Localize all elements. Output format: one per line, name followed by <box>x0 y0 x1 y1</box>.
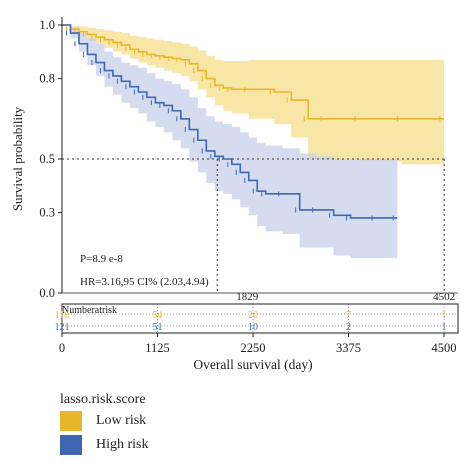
y-axis-label: Survival probability <box>10 106 25 211</box>
legend-item-high-risk: High risk <box>60 435 149 455</box>
x-tick-label: 1125 <box>145 341 170 355</box>
legend-title: lasso.risk.score <box>60 392 146 407</box>
p-value-text: P=8.9 e-8 <box>80 253 123 265</box>
x-tick-label: 0 <box>59 341 65 355</box>
risk-count-low-risk: 20 <box>248 310 258 321</box>
legend-swatch-low-risk <box>60 411 82 431</box>
risk-count-low-risk: 118 <box>55 310 70 321</box>
hazard-ratio-text: HR=3.16,95 CI% (2.03,4.94) <box>80 276 209 288</box>
risk-count-low-risk: 1 <box>442 310 447 321</box>
survival-line-high-risk <box>62 24 398 219</box>
risk-count-high-risk: 10 <box>248 322 258 333</box>
x-tick-label: 4500 <box>432 341 457 355</box>
ci-band-high-risk <box>62 25 398 259</box>
x-axis-label: Overall survival (day) <box>193 357 312 372</box>
risk-table-title: Numberatrisk <box>62 305 117 316</box>
y-tick-label: 1.0 <box>39 18 55 32</box>
risk-count-high-risk: 1 <box>442 322 447 333</box>
legend-label-low-risk: Low risk <box>96 413 147 428</box>
y-tick-label: 0.5 <box>39 152 55 166</box>
risk-count-high-risk: 51 <box>153 322 163 333</box>
legend-label-high-risk: High risk <box>96 437 149 452</box>
risk-table-frame <box>61 303 459 334</box>
y-tick-label: 0.0 <box>39 286 55 300</box>
legend-item-low-risk: Low risk <box>60 411 146 431</box>
ci-band-low-risk <box>62 25 444 165</box>
median-low-label: 4502 <box>433 291 455 303</box>
x-tick-label: 2250 <box>241 341 266 355</box>
survival-line-low-risk <box>62 24 444 120</box>
y-tick-label: 0.3 <box>39 206 55 220</box>
risk-count-high-risk: 121 <box>55 322 70 333</box>
risk-count-high-risk: 2 <box>346 322 351 333</box>
y-tick-label: 0.8 <box>39 72 55 86</box>
x-tick-label: 3375 <box>336 341 361 355</box>
risk-count-low-risk: 54 <box>153 310 163 321</box>
risk-count-low-risk: 7 <box>346 310 351 321</box>
median-high-label: 1829 <box>236 291 259 303</box>
legend-swatch-high-risk <box>60 435 82 455</box>
